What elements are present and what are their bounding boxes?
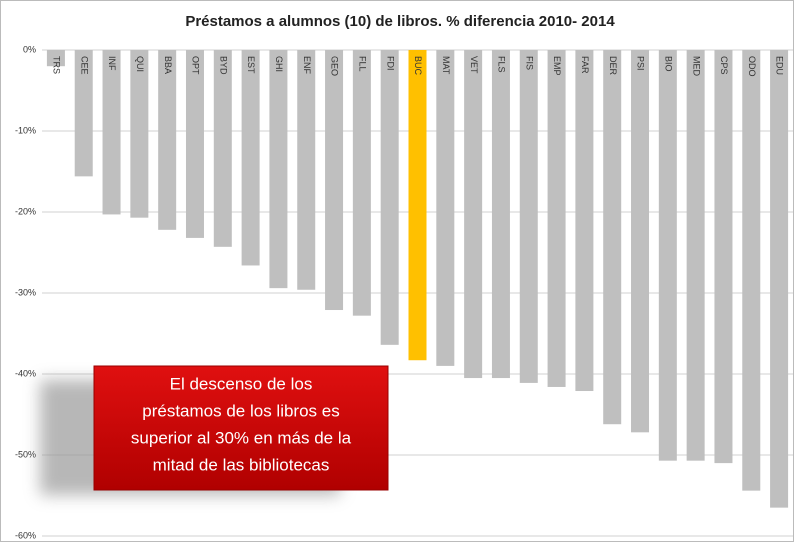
bar [130, 50, 149, 218]
bar [241, 50, 260, 266]
category-label: BYD [218, 56, 228, 75]
category-label: PSI [636, 56, 646, 71]
category-label: ODO [747, 56, 757, 77]
category-label: MED [691, 56, 701, 77]
category-label: BIO [663, 56, 673, 72]
annotation-text: El descenso de los [170, 374, 313, 393]
bar [213, 50, 232, 247]
bar [547, 50, 566, 387]
bar [603, 50, 622, 425]
category-label: ENF [302, 56, 312, 75]
bar [686, 50, 705, 461]
bar [325, 50, 344, 311]
category-label: INF [107, 56, 117, 71]
bar [631, 50, 650, 433]
bar [519, 50, 538, 383]
category-label: BUC [413, 56, 423, 76]
bar [46, 50, 65, 67]
bar [658, 50, 677, 461]
bar [269, 50, 288, 289]
category-label: TRS [52, 56, 62, 74]
category-label: GHI [274, 56, 284, 72]
category-label: DER [608, 56, 618, 76]
category-label: VET [469, 56, 479, 74]
bar [158, 50, 177, 230]
category-label: EDU [775, 56, 785, 75]
bar [575, 50, 594, 392]
y-tick-label: -30% [15, 287, 36, 297]
bar [491, 50, 510, 379]
bar [464, 50, 483, 379]
annotation-text: préstamos de los libros es [142, 401, 339, 420]
bar [74, 50, 93, 177]
category-label: CEE [79, 56, 89, 75]
category-label: FDI [385, 56, 395, 71]
y-tick-label: -50% [15, 449, 36, 459]
bar [297, 50, 316, 290]
category-label: FIS [524, 56, 534, 70]
category-label: OPT [191, 56, 201, 75]
bar [102, 50, 121, 215]
bar [380, 50, 399, 345]
category-label: GEO [330, 56, 340, 76]
category-label: FAR [580, 56, 590, 74]
bar [742, 50, 761, 491]
y-tick-label: 0% [23, 44, 36, 54]
annotation-text: superior al 30% en más de la [131, 428, 352, 447]
y-tick-label: -20% [15, 206, 36, 216]
annotation-box [93, 365, 389, 491]
bar [185, 50, 204, 238]
category-label: CPS [719, 56, 729, 75]
category-label: EST [246, 56, 256, 74]
bar [408, 50, 427, 361]
bar [352, 50, 371, 316]
y-tick-label: -10% [15, 125, 36, 135]
category-label: FLL [357, 56, 367, 72]
annotation-text: mitad de las bibliotecas [153, 455, 330, 474]
bar [714, 50, 733, 464]
bar [770, 50, 789, 508]
chart-title: Préstamos a alumnos (10) de libros. % di… [185, 13, 615, 30]
bar [436, 50, 455, 366]
y-tick-label: -40% [15, 368, 36, 378]
y-tick-label: -60% [15, 530, 36, 540]
category-label: EMP [552, 56, 562, 76]
category-label: FLS [497, 56, 507, 73]
category-label: MAT [441, 56, 451, 75]
category-label: BBA [163, 56, 173, 74]
category-label: QUI [135, 56, 145, 72]
